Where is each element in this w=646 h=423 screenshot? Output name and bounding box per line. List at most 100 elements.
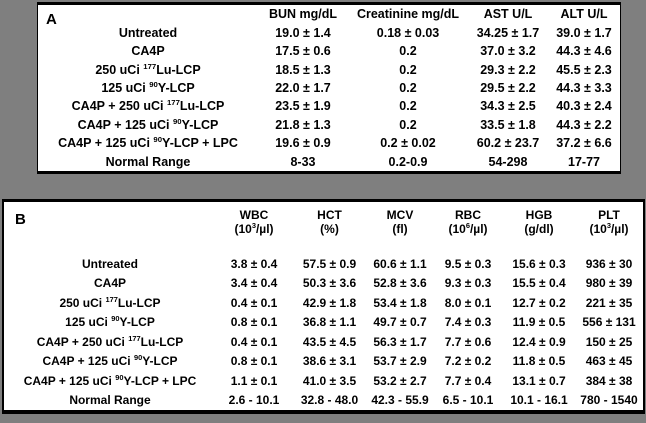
cell-creatinine: 0.18 ± 0.03 (376, 25, 440, 40)
cell-plt: 936 ± 30 (585, 256, 633, 271)
cell-wbc: 2.6 - 10.1 (228, 393, 280, 408)
column-header-plt: PLT (103/µl) (575, 202, 643, 254)
cell-mcv: 53.7 ± 2.9 (373, 354, 427, 369)
cell-ast: 54-298 (488, 154, 528, 169)
cell-rbc: 7.2 ± 0.2 (444, 354, 492, 369)
table-row-untreated: Untreated 19.0 ± 1.4 0.18 ± 0.03 34.25 ±… (38, 23, 620, 41)
column-header-wbc: WBC (103/µl) (216, 202, 292, 254)
cell-alt: 44.3 ± 2.2 (556, 117, 612, 132)
cell-bun: 23.5 ± 1.9 (275, 99, 331, 114)
cell-alt: 37.2 ± 6.6 (556, 136, 612, 151)
table-row-normal-range: Normal Range 2.6 - 10.1 32.8 - 48.0 42.3… (4, 391, 643, 411)
isotope-superscript: 177 (166, 98, 180, 108)
cell-rbc: 6.5 - 10.1 (442, 393, 494, 408)
column-header-ast: AST U/L (483, 7, 533, 22)
cell-hct: 57.5 ± 0.9 (302, 256, 357, 271)
cell-hgb: 11.8 ± 0.5 (512, 354, 566, 369)
cell-mcv: 53.2 ± 2.7 (373, 373, 427, 388)
cell-plt: 150 ± 25 (585, 334, 633, 349)
cell-ast: 33.5 ± 1.8 (480, 117, 536, 132)
cell-bun: 17.5 ± 0.6 (275, 44, 331, 59)
cell-bun: 19.6 ± 0.9 (275, 136, 331, 151)
table-row-ca4p-250uci-lu-lcp: CA4P + 250 uCi 177Lu-LCP 0.4 ± 0.1 43.5 … (4, 332, 643, 352)
row-label: Untreated (118, 25, 178, 40)
cell-alt: 44.3 ± 3.3 (556, 80, 612, 95)
cell-hgb: 13.1 ± 0.7 (512, 373, 566, 388)
cell-hgb: 10.1 - 16.1 (510, 393, 568, 408)
cell-creatinine: 0.2 (399, 62, 417, 77)
row-label: 125 uCi 90Y-LCP (65, 314, 155, 330)
row-label: CA4P + 125 uCi 90Y-LCP + LPC (58, 135, 238, 151)
cell-alt: 40.3 ± 2.4 (556, 99, 612, 114)
isotope-superscript: 90 (115, 372, 124, 382)
cell-creatinine: 0.2 (399, 80, 417, 95)
cell-mcv: 42.3 - 55.9 (371, 393, 429, 408)
row-label: 250 uCi 177Lu-LCP (95, 61, 201, 77)
panel-a: A BUN mg/dL Creatinine mg/dL AST U/L ALT… (37, 2, 621, 174)
column-header-hgb: HGB (g/dl) (503, 202, 575, 254)
cell-ast: 37.0 ± 3.2 (480, 44, 536, 59)
isotope-superscript: 177 (143, 61, 157, 71)
hematology-table: WBC (103/µl) HCT (%) MCV (fl) RBC (106/µl) H… (4, 202, 643, 410)
column-header-bun: BUN mg/dL (268, 7, 338, 22)
cell-wbc: 3.4 ± 0.4 (230, 276, 278, 291)
table-row-ca4p-250uci-lu-lcp: CA4P + 250 uCi 177Lu-LCP 23.5 ± 1.9 0.2 … (38, 97, 620, 115)
cell-wbc: 0.4 ± 0.1 (230, 334, 278, 349)
row-label: CA4P + 250 uCi 177Lu-LCP (71, 98, 225, 114)
cell-hgb: 12.7 ± 0.2 (512, 295, 566, 310)
table-row-ca4p-125uci-y-lcp-lpc: CA4P + 125 uCi 90Y-LCP + LPC 19.6 ± 0.9 … (38, 134, 620, 152)
header-spacer (4, 202, 216, 254)
hematology-header-row: WBC (103/µl) HCT (%) MCV (fl) RBC (106/µl) H… (4, 202, 643, 254)
chemistry-header-row: BUN mg/dL Creatinine mg/dL AST U/L ALT U… (38, 5, 620, 23)
cell-hct: 38.6 ± 3.1 (302, 354, 357, 369)
table-row-ca4p-125uci-y-lcp-lpc: CA4P + 125 uCi 90Y-LCP + LPC 1.1 ± 0.1 4… (4, 371, 643, 391)
cell-wbc: 0.8 ± 0.1 (230, 354, 278, 369)
table-row-ca4p-125uci-y-lcp: CA4P + 125 uCi 90Y-LCP 21.8 ± 1.3 0.2 33… (38, 116, 620, 134)
cell-wbc: 0.4 ± 0.1 (230, 295, 278, 310)
cell-ast: 29.3 ± 2.2 (480, 62, 536, 77)
panel-a-label: A (46, 11, 57, 28)
table-row-ca4p-125uci-y-lcp: CA4P + 125 uCi 90Y-LCP 0.8 ± 0.1 38.6 ± … (4, 352, 643, 372)
column-header-creatinine: Creatinine mg/dL (356, 7, 460, 22)
isotope-superscript: 90 (133, 353, 143, 363)
cell-plt: 463 ± 45 (585, 354, 633, 369)
cell-creatinine: 0.2 ± 0.02 (380, 136, 436, 151)
row-label: CA4P + 125 uCi 90Y-LCP (77, 116, 219, 132)
cell-ast: 34.3 ± 2.5 (480, 99, 536, 114)
chemistry-table: BUN mg/dL Creatinine mg/dL AST U/L ALT U… (38, 5, 620, 171)
cell-ast: 29.5 ± 2.2 (480, 80, 536, 95)
exponent-superscript: 3 (251, 221, 256, 230)
column-unit: (%) (320, 222, 339, 236)
cell-hct: 36.8 ± 1.1 (302, 315, 357, 330)
cell-creatinine: 0.2 (399, 99, 417, 114)
column-header-hct: HCT (%) (292, 202, 367, 254)
table-row-ca4p: CA4P 3.4 ± 0.4 50.3 ± 3.6 52.8 ± 3.6 9.3… (4, 274, 643, 294)
isotope-superscript: 177 (128, 333, 141, 343)
cell-mcv: 49.7 ± 0.7 (373, 315, 427, 330)
row-label: CA4P + 250 uCi 177Lu-LCP (36, 333, 184, 349)
row-label: CA4P + 125 uCi 90Y-LCP + LPC (23, 372, 197, 388)
cell-bun: 19.0 ± 1.4 (275, 25, 331, 40)
cell-creatinine: 0.2 (399, 44, 417, 59)
cell-bun: 22.0 ± 1.7 (275, 80, 331, 95)
cell-bun: 8-33 (290, 154, 316, 169)
panel-b-label: B (15, 211, 26, 228)
isotope-superscript: 177 (105, 294, 118, 304)
cell-hct: 50.3 ± 3.6 (302, 276, 357, 291)
column-header-rbc: RBC (106/µl) (433, 202, 503, 254)
cell-mcv: 52.8 ± 3.6 (373, 276, 427, 291)
cell-hct: 41.0 ± 3.5 (302, 373, 357, 388)
isotope-superscript: 90 (111, 314, 120, 324)
column-unit: (106/µl) (448, 221, 488, 236)
cell-bun: 18.5 ± 1.3 (275, 62, 331, 77)
row-label: CA4P (93, 276, 126, 291)
column-unit: (fl) (392, 222, 408, 236)
cell-alt: 44.3 ± 4.6 (556, 44, 612, 59)
column-unit: (103/µl) (589, 221, 629, 236)
cell-alt: 45.5 ± 2.3 (556, 62, 612, 77)
table-row-normal-range: Normal Range 8-33 0.2-0.9 54-298 17-77 (38, 153, 620, 172)
cell-rbc: 7.4 ± 0.3 (444, 315, 492, 330)
cell-ast: 34.25 ± 1.7 (476, 25, 540, 40)
panel-b: B WBC (103/µl) HCT (%) MCV (fl) RBC (106/µl)… (2, 199, 645, 414)
row-label: CA4P + 125 uCi 90Y-LCP (42, 353, 178, 369)
